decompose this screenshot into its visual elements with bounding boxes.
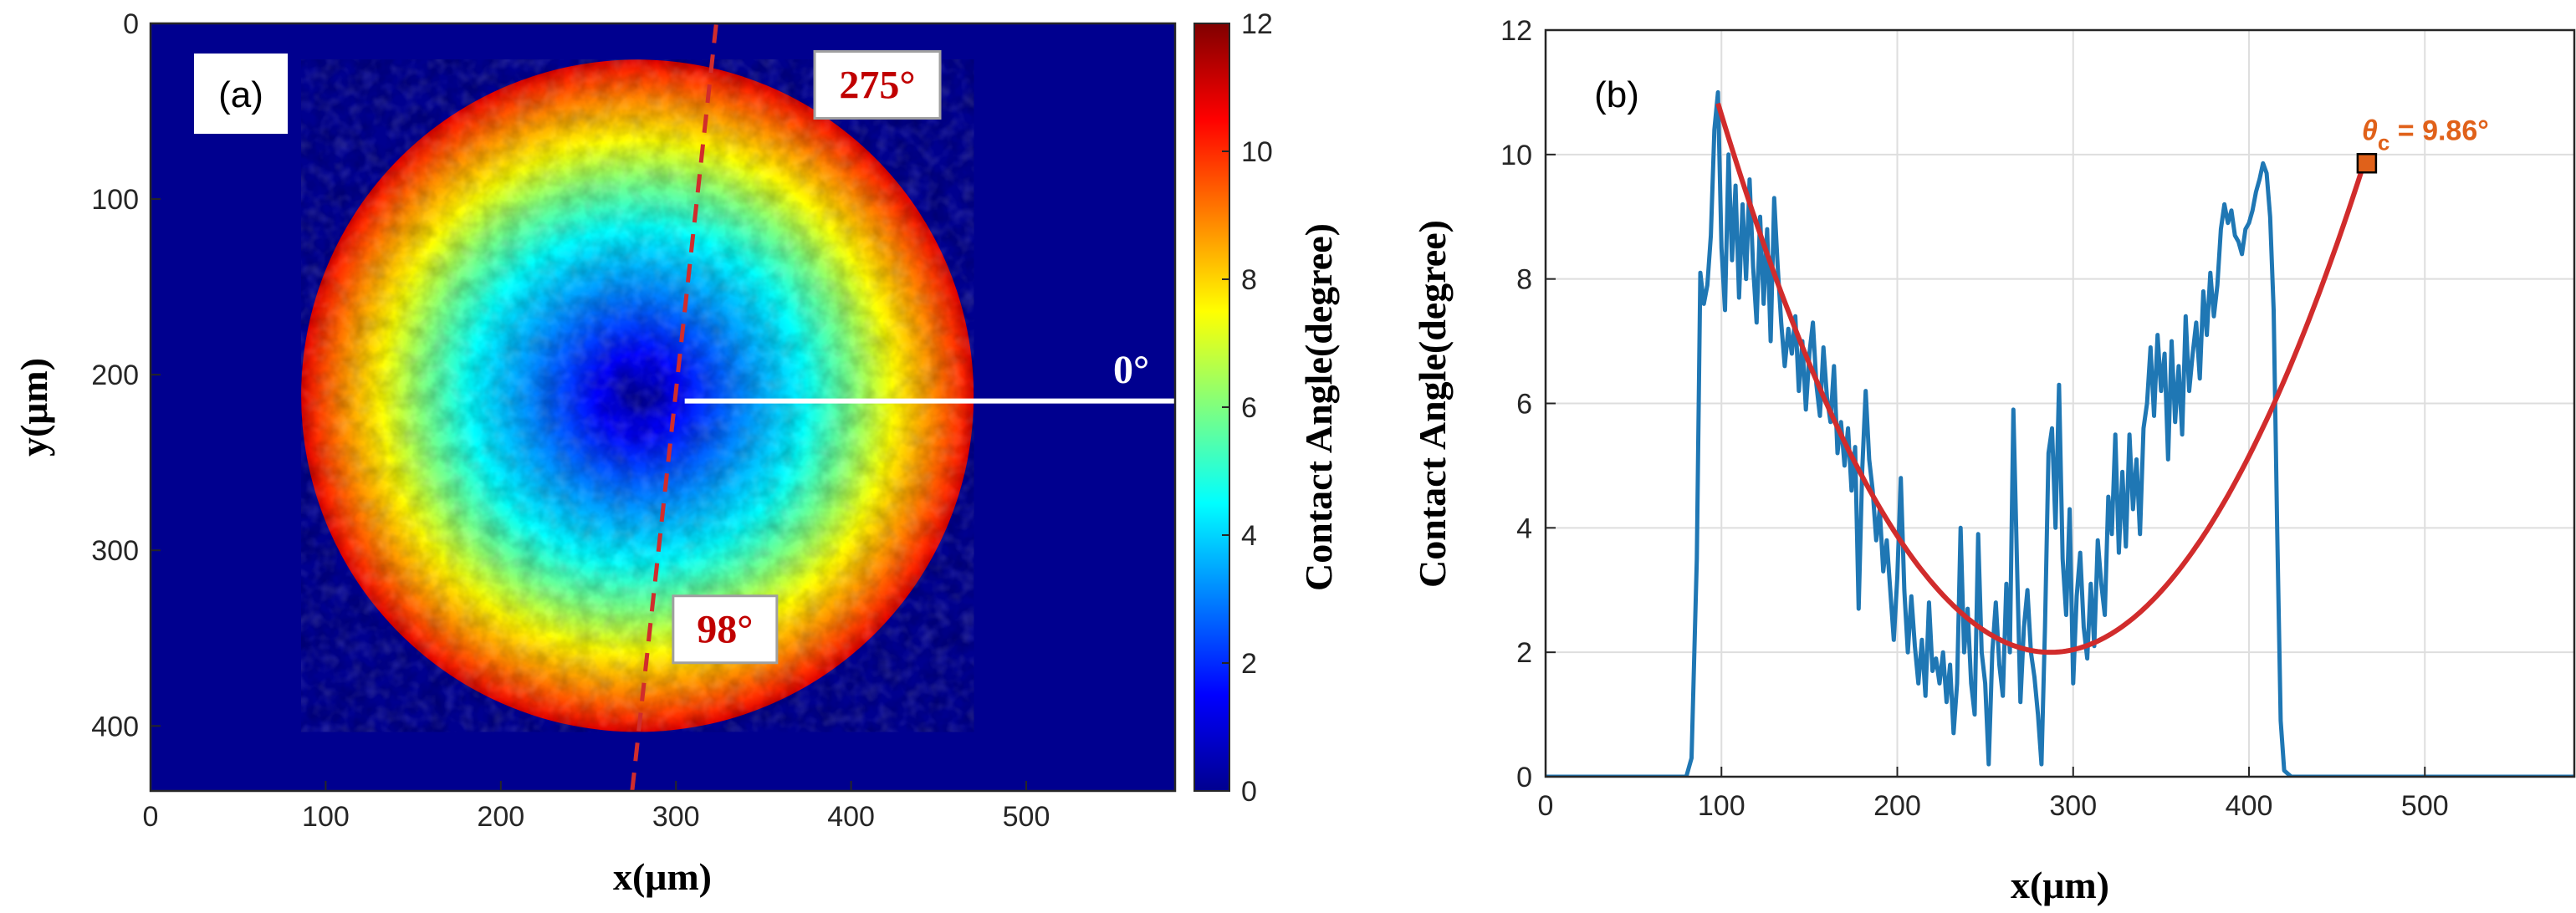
y-tick-label-a: 300 [91,535,139,567]
x-tick-label-b: 500 [2401,790,2449,822]
colorbar-tick-label: 0 [1241,776,1257,808]
x-tick-label-a: 500 [1003,801,1050,833]
x-tick-label-b: 300 [2049,790,2097,822]
x-ticks-a: 0 100 200 300 400 500 [143,781,1050,833]
x-axis-label-a: x(μm) [613,855,712,898]
theta-subscript: c [2378,130,2389,155]
panel-label-box-a [194,54,288,134]
y-tick-label-b: 2 [1516,637,1532,669]
y-tick-label-b: 6 [1516,389,1532,421]
colorbar-tick-label: 8 [1241,264,1257,296]
annotation-box-275 [813,50,942,120]
annotation-275-label: 275° [839,64,915,108]
colorbar-tick-label: 2 [1241,648,1257,680]
y-tick-label-a: 400 [91,711,139,742]
droplet-texture-light [301,59,974,732]
y-tick-label-a: 200 [91,360,139,391]
y-tick-label-a: 100 [91,184,139,216]
theta-symbol: θ [2362,115,2378,146]
y-tick-label-b: 4 [1516,513,1532,544]
colorbar: 0 2 4 6 8 10 12 Contact Angle(degree) [1193,8,1340,808]
annotation-98: 98° [672,594,779,665]
colorbar-tick-label: 12 [1241,8,1273,40]
y-tick-label-b: 8 [1516,264,1532,296]
y-axis-label-b: Contact Angle(degree) [1411,220,1454,588]
x-tick-label-b: 100 [1698,790,1745,822]
series-measured-profile [1546,89,2574,777]
critical-angle-annotation: θc = 9.86° [2362,115,2489,155]
y-tick-label-b: 12 [1500,15,1532,47]
colorbar-tick-label: 4 [1241,520,1257,552]
annotation-0-label: 0° [1113,348,1149,392]
panel-label-b: (b) [1594,74,1639,115]
x-tick-label-b: 0 [1538,790,1554,822]
series-fitted-curve [1715,102,2368,655]
colorbar-label: Contact Angle(degree) [1297,223,1340,591]
panel-b: 0 100 200 300 400 500 0 2 4 6 8 10 12 θc = 9.86° (b… [1411,15,2576,906]
colorbar-tick-label: 6 [1241,392,1257,424]
x-axis-label-b: x(μm) [2011,864,2109,906]
x-tick-label-a: 0 [143,801,159,833]
axes-frame-a [149,22,1177,793]
annotation-98-label: 98° [697,608,753,652]
x-tick-label-b: 400 [2226,790,2273,822]
panel-label-a: (a) [218,74,263,115]
critical-angle-marker [2356,153,2378,174]
y-ticks-b: 0 2 4 6 8 10 12 [1500,15,1556,793]
colorbar-ticks: 0 2 4 6 8 10 12 [1222,8,1273,808]
y-tick-label-b: 0 [1516,762,1532,793]
x-ticks-b: 0 100 200 300 400 500 [1538,767,2449,822]
x-tick-label-a: 300 [652,801,700,833]
critical-angle-value: = 9.86° [2389,115,2489,146]
annotation-275: 275° [813,50,942,120]
ray-98-275-degree [630,23,718,791]
x-tick-label-a: 100 [302,801,350,833]
annotation-box-98 [672,594,779,665]
x-tick-label-a: 400 [827,801,875,833]
x-tick-label-b: 200 [1873,790,1921,822]
x-tick-label-a: 200 [477,801,524,833]
y-tick-label-b: 10 [1500,140,1532,171]
colorbar-tick-label: 10 [1241,136,1273,168]
y-ticks-a: 0 100 200 300 400 [91,8,161,742]
y-axis-label-a: y(μm) [13,358,55,456]
y-tick-label-a: 0 [123,8,139,40]
